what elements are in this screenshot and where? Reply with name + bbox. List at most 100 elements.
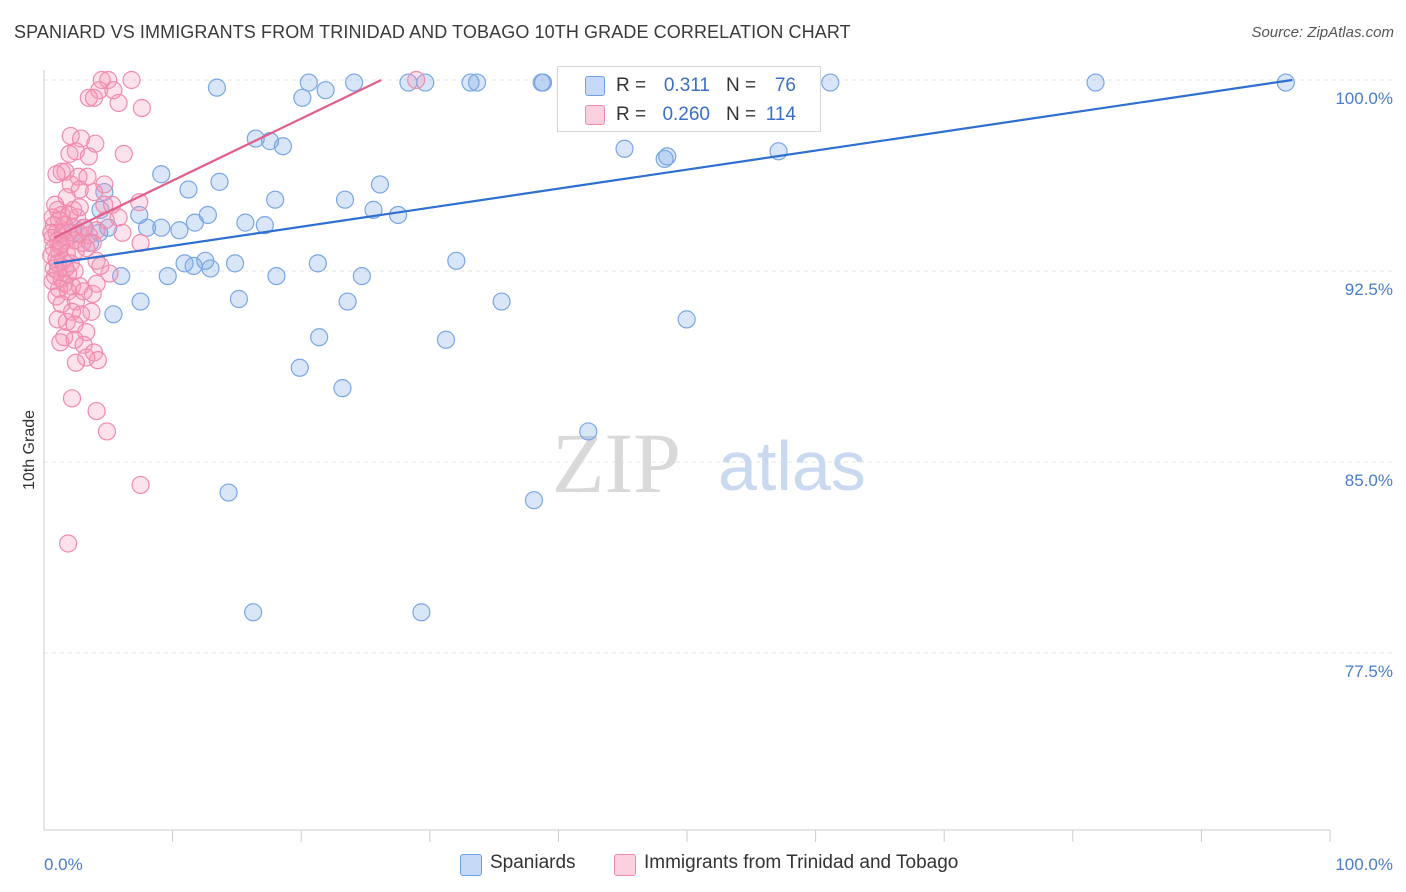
point-spaniards[interactable] (344, 73, 364, 92)
legend-r-value: 0.260 (662, 104, 710, 125)
point-trinidad[interactable] (51, 333, 70, 352)
point-trinidad[interactable] (132, 98, 151, 118)
point-spaniards[interactable] (333, 379, 352, 398)
point-spaniards[interactable] (293, 88, 312, 107)
point-trinidad[interactable] (62, 389, 82, 408)
point-spaniards[interactable] (352, 266, 371, 286)
point-spaniards[interactable] (229, 289, 249, 309)
source-credit: Source: ZipAtlas.com (1251, 24, 1394, 41)
point-spaniards[interactable] (201, 259, 220, 278)
point-spaniards[interactable] (158, 266, 177, 286)
point-spaniards[interactable] (677, 310, 696, 329)
point-trinidad[interactable] (56, 259, 75, 278)
point-spaniards[interactable] (152, 218, 171, 237)
point-trinidad[interactable] (407, 70, 426, 90)
point-spaniards[interactable] (185, 213, 205, 232)
point-trinidad[interactable] (59, 534, 78, 553)
point-spaniards[interactable] (308, 254, 327, 273)
point-spaniards[interactable] (388, 205, 408, 225)
y-tick-label: 100.0% (1335, 89, 1393, 108)
point-trinidad[interactable] (51, 236, 70, 255)
point-spaniards[interactable] (273, 137, 293, 156)
point-spaniards[interactable] (236, 213, 255, 232)
trend-line-trinidad (53, 79, 382, 239)
point-spaniards[interactable] (267, 266, 286, 286)
point-spaniards[interactable] (104, 305, 123, 324)
point-spaniards[interactable] (207, 78, 227, 97)
point-spaniards[interactable] (533, 73, 553, 92)
legend-n-label: N = (726, 104, 757, 125)
point-spaniards[interactable] (266, 190, 285, 209)
point-trinidad[interactable] (87, 401, 106, 421)
point-trinidad[interactable] (43, 272, 62, 291)
point-spaniards[interactable] (335, 190, 355, 209)
point-spaniards[interactable] (170, 221, 189, 240)
point-spaniards[interactable] (461, 73, 480, 92)
x-tick-labels: 0.0% 100.0% (44, 855, 1393, 874)
point-spaniards[interactable] (370, 175, 390, 194)
point-trinidad[interactable] (77, 348, 96, 367)
point-spaniards[interactable] (364, 200, 383, 219)
legend-r-label: R = (616, 104, 647, 125)
point-trinidad[interactable] (84, 182, 104, 202)
point-trinidad[interactable] (122, 70, 141, 90)
point-spaniards[interactable] (290, 358, 309, 377)
y-tick-label: 77.5% (1345, 662, 1393, 681)
point-trinidad[interactable] (79, 147, 98, 166)
point-spaniards[interactable] (658, 147, 677, 166)
point-spaniards[interactable] (316, 81, 335, 100)
point-trinidad[interactable] (84, 88, 104, 107)
point-trinidad[interactable] (52, 162, 71, 181)
point-trinidad[interactable] (74, 282, 93, 301)
point-spaniards[interactable] (412, 603, 431, 622)
point-spaniards[interactable] (137, 218, 157, 237)
point-trinidad[interactable] (99, 70, 118, 90)
point-trinidad[interactable] (47, 165, 66, 184)
point-trinidad[interactable] (109, 93, 128, 113)
point-trinidad[interactable] (60, 144, 79, 163)
point-trinidad[interactable] (70, 198, 89, 217)
point-spaniards[interactable] (112, 266, 131, 286)
point-trinidad[interactable] (88, 351, 107, 370)
chart-title: SPANIARD VS IMMIGRANTS FROM TRINIDAD AND… (14, 22, 851, 42)
point-spaniards[interactable] (467, 73, 487, 92)
point-spaniards[interactable] (655, 149, 674, 169)
point-spaniards[interactable] (131, 292, 150, 311)
point-spaniards[interactable] (436, 330, 456, 349)
point-trinidad[interactable] (79, 88, 98, 107)
point-trinidad[interactable] (82, 302, 101, 321)
point-spaniards[interactable] (1086, 73, 1105, 92)
point-spaniards[interactable] (210, 172, 229, 191)
point-spaniards[interactable] (244, 603, 263, 622)
point-spaniards[interactable] (492, 292, 511, 311)
point-trinidad[interactable] (113, 223, 132, 242)
point-spaniards[interactable] (310, 328, 329, 347)
point-spaniards[interactable] (447, 251, 466, 270)
point-trinidad[interactable] (52, 295, 71, 314)
point-spaniards[interactable] (524, 491, 544, 510)
point-trinidad[interactable] (131, 475, 150, 495)
point-trinidad[interactable] (66, 353, 85, 372)
point-trinidad[interactable] (91, 256, 110, 276)
point-trinidad[interactable] (97, 422, 117, 441)
point-trinidad[interactable] (65, 330, 84, 349)
y-axis-label: 10th Grade (21, 410, 38, 490)
series-legend: Spaniards Immigrants from Trinidad and T… (0, 851, 1406, 879)
point-spaniards[interactable] (255, 216, 274, 235)
point-trinidad[interactable] (114, 144, 133, 163)
point-spaniards[interactable] (579, 422, 598, 441)
legend-swatch-trinidad (585, 105, 605, 125)
point-trinidad[interactable] (46, 195, 65, 214)
point-spaniards[interactable] (152, 165, 171, 184)
point-trinidad[interactable] (71, 305, 91, 324)
point-spaniards[interactable] (338, 292, 357, 311)
point-spaniards[interactable] (179, 180, 198, 199)
point-spaniards[interactable] (821, 73, 840, 92)
point-trinidad[interactable] (77, 238, 96, 258)
point-spaniards[interactable] (615, 139, 634, 158)
point-spaniards[interactable] (299, 73, 318, 92)
point-trinidad[interactable] (95, 175, 114, 194)
legend-swatch-spaniards (585, 76, 605, 96)
point-spaniards[interactable] (219, 483, 238, 502)
point-spaniards[interactable] (225, 254, 245, 273)
